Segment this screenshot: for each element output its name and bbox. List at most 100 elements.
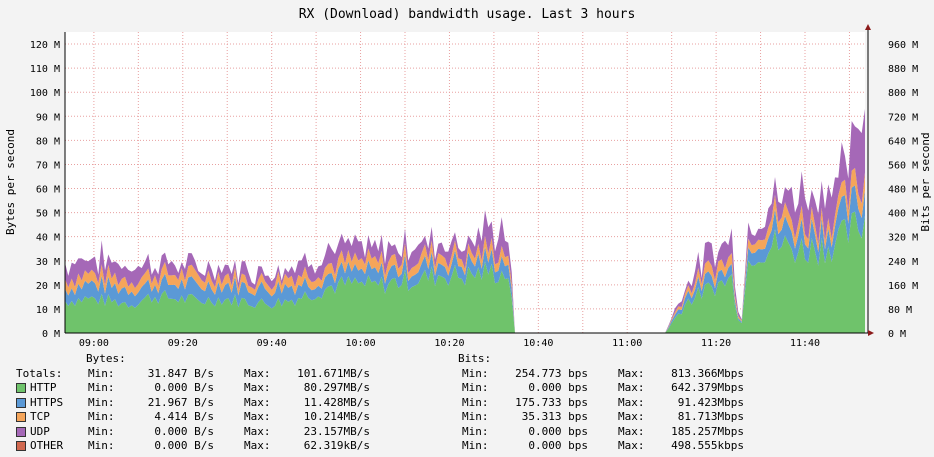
bits-min-value: 175.733 bps: [515, 395, 588, 409]
bytes-min-label: Min:: [88, 424, 115, 438]
bytes-max-label: Max:: [244, 367, 271, 380]
legend-swatch: [16, 426, 26, 437]
y2-tick-label: 160 M: [888, 281, 918, 292]
bits-min-label: Min:: [462, 395, 489, 409]
y-tick-label: 10 M: [36, 305, 60, 316]
bits-max-value: 91.423Mbps: [677, 395, 744, 409]
bytes-max-value: 11.428MB/s: [303, 395, 370, 409]
y2-tick-label: 400 M: [888, 209, 918, 220]
bytes-max-value: 10.214MB/s: [303, 410, 370, 424]
bytes-min-value: 0.000 B/s: [154, 439, 214, 452]
legend-label: UDP: [30, 424, 50, 438]
bits-max-value: 498.555kbps: [671, 439, 744, 452]
y-tick-label: 110 M: [30, 64, 60, 75]
bytes-min-value: 0.000 B/s: [154, 381, 214, 395]
bits-max-value: 185.257Mbps: [671, 424, 744, 438]
bytes-max-value: 23.157MB/s: [303, 424, 370, 438]
bits-min-value: 0.000 bps: [528, 381, 588, 395]
x-tick-label: 11:00: [612, 338, 642, 349]
area-udp: [65, 108, 865, 334]
y2-tick-label: 720 M: [888, 112, 918, 123]
legend-swatch: [16, 441, 26, 451]
x-tick-label: 09:40: [257, 338, 287, 349]
stacked-areas: [65, 108, 865, 334]
bytes-min-label: Min:: [88, 367, 115, 380]
y2-tick-label: 320 M: [888, 233, 918, 244]
x-tick-label: 11:40: [790, 338, 820, 349]
x-tick-label: 10:00: [346, 338, 376, 349]
bits-header: Bits:: [458, 352, 492, 365]
bits-min-label: Min:: [462, 381, 489, 395]
y-tick-label: 90 M: [36, 112, 60, 123]
y2-tick-label: 560 M: [888, 160, 918, 171]
area-https: [65, 185, 865, 333]
bits-min-label: Min:: [462, 367, 489, 380]
bits-min-label: Min:: [462, 410, 489, 424]
legend-label: HTTP: [30, 381, 57, 395]
y-tick-label: 70 M: [36, 160, 60, 171]
y2-tick-label: 640 M: [888, 136, 918, 147]
bytes-min-value: 0.000 B/s: [154, 424, 214, 438]
bits-min-value: 254.773 bps: [515, 367, 588, 380]
bytes-max-value: 62.319kB/s: [303, 439, 370, 452]
y2-axis-arrow: [865, 24, 871, 30]
bits-min-value: 35.313 bps: [521, 410, 588, 424]
bits-min-label: Min:: [462, 439, 489, 452]
bytes-max-label: Max:: [244, 410, 271, 424]
axes: 0 M 0 M 10 M 80 M 20 M 160 M 30 M 240 M 40 M 320 …: [30, 24, 918, 349]
y-tick-label: 30 M: [36, 257, 60, 268]
x-tick-label: 10:20: [434, 338, 464, 349]
y-tick-label: 120 M: [30, 40, 60, 51]
bytes-max-label: Max:: [244, 381, 271, 395]
bytes-max-value: 101.671MB/s: [297, 367, 370, 380]
y-tick-label: 40 M: [36, 233, 60, 244]
bytes-min-value: 31.847 B/s: [147, 367, 214, 380]
y2-tick-label: 880 M: [888, 64, 918, 75]
bytes-min-value: 4.414 B/s: [154, 410, 214, 424]
legend-label: TCP: [30, 410, 50, 424]
legend-label: HTTPS: [30, 395, 64, 409]
legend-label: Totals:: [16, 367, 63, 380]
y2-tick-label: 800 M: [888, 88, 918, 99]
bytes-min-label: Min:: [88, 395, 115, 409]
bits-max-value: 813.366Mbps: [671, 367, 744, 380]
bytes-max-label: Max:: [244, 424, 271, 438]
bits-max-label: Max:: [618, 424, 645, 438]
bits-min-value: 0.000 bps: [528, 439, 588, 452]
bytes-min-value: 21.967 B/s: [147, 395, 214, 409]
x-tick-label: 09:00: [79, 338, 109, 349]
y-axis-label: Bytes per second: [4, 129, 17, 235]
y-tick-label: 80 M: [36, 136, 60, 147]
y2-tick-label: 0 M: [888, 329, 906, 340]
x-tick-label: 10:40: [523, 338, 553, 349]
area-http: [65, 211, 865, 333]
bits-max-value: 642.379Mbps: [671, 381, 744, 395]
bytes-min-label: Min:: [88, 410, 115, 424]
x-tick-label: 11:20: [701, 338, 731, 349]
y-tick-label: 100 M: [30, 88, 60, 99]
bytes-min-label: Min:: [88, 381, 115, 395]
y2-tick-label: 960 M: [888, 40, 918, 51]
bytes-min-label: Min:: [88, 439, 115, 452]
y-tick-label: 0 M: [42, 329, 60, 340]
y2-tick-label: 80 M: [888, 305, 912, 316]
y-tick-label: 50 M: [36, 209, 60, 220]
bits-max-value: 81.713Mbps: [677, 410, 744, 424]
y-tick-label: 20 M: [36, 281, 60, 292]
legend-swatch: [16, 412, 26, 423]
bits-max-label: Max:: [618, 381, 645, 395]
bits-max-label: Max:: [618, 395, 645, 409]
y2-axis-label: Bits per second: [919, 132, 932, 231]
bandwidth-chart: 0 M 0 M 10 M 80 M 20 M 160 M 30 M 240 M 40 M 320 …: [4, 7, 932, 349]
bits-min-label: Min:: [462, 424, 489, 438]
chart-title: RX (Download) bandwidth usage. Last 3 ho…: [299, 7, 636, 22]
bytes-max-value: 80.297MB/s: [303, 381, 370, 395]
y2-tick-label: 240 M: [888, 257, 918, 268]
y2-tick-label: 480 M: [888, 185, 918, 196]
bits-min-value: 0.000 bps: [528, 424, 588, 438]
legend-label: OTHER: [30, 439, 64, 452]
bits-max-label: Max:: [618, 367, 645, 380]
bytes-max-label: Max:: [244, 395, 271, 409]
bytes-header: Bytes:: [86, 352, 126, 365]
legend-swatch: [16, 383, 26, 394]
